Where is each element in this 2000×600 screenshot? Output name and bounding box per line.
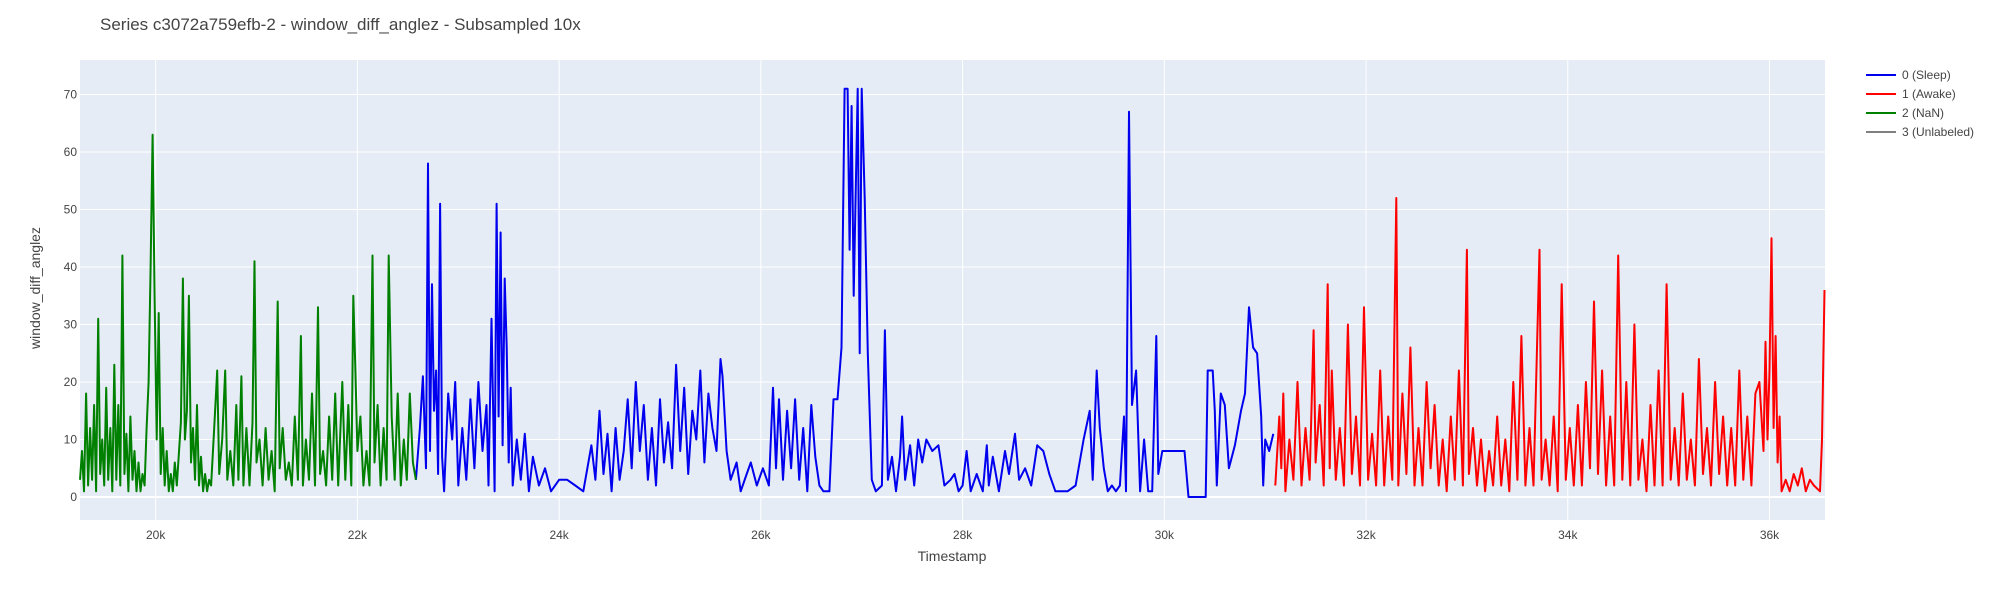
y-tick-label: 10 — [64, 433, 78, 447]
legend: 0 (Sleep) 1 (Awake) 2 (NaN) 3 (Unlabeled) — [1866, 68, 1974, 139]
x-tick-label: 36k — [1760, 528, 1780, 542]
plot-area — [80, 60, 1825, 520]
legend-label[interactable]: 2 (NaN) — [1902, 106, 1944, 120]
y-axis-title: window_diff_anglez — [27, 227, 43, 350]
y-axis-ticks: 0 10 20 30 40 50 60 70 — [64, 88, 78, 505]
x-tick-label: 34k — [1558, 528, 1578, 542]
x-tick-label: 26k — [751, 528, 771, 542]
y-tick-label: 50 — [64, 203, 78, 217]
series-line-0 — [414, 87, 1275, 498]
x-axis-ticks: 20k 22k 24k 26k 28k 30k 32k 34k 36k — [146, 528, 1780, 542]
legend-label[interactable]: 1 (Awake) — [1902, 87, 1956, 101]
y-tick-label: 0 — [70, 490, 77, 504]
series-line-2 — [79, 133, 417, 493]
legend-label[interactable]: 0 (Sleep) — [1902, 68, 1951, 82]
x-axis-title: Timestamp — [918, 548, 987, 564]
x-tick-label: 22k — [348, 528, 368, 542]
series-lines — [79, 87, 1826, 498]
x-tick-label: 30k — [1155, 528, 1175, 542]
y-tick-label: 40 — [64, 260, 78, 274]
legend-label[interactable]: 3 (Unlabeled) — [1902, 125, 1974, 139]
x-tick-label: 20k — [146, 528, 166, 542]
y-tick-label: 60 — [64, 145, 78, 159]
x-tick-label: 24k — [549, 528, 569, 542]
x-tick-label: 32k — [1356, 528, 1376, 542]
x-tick-label: 28k — [953, 528, 973, 542]
series-line-1 — [1274, 197, 1826, 493]
y-tick-label: 20 — [64, 375, 78, 389]
y-tick-label: 30 — [64, 318, 78, 332]
y-tick-label: 70 — [64, 88, 78, 102]
chart-title: Series c3072a759efb-2 - window_diff_angl… — [100, 15, 581, 34]
